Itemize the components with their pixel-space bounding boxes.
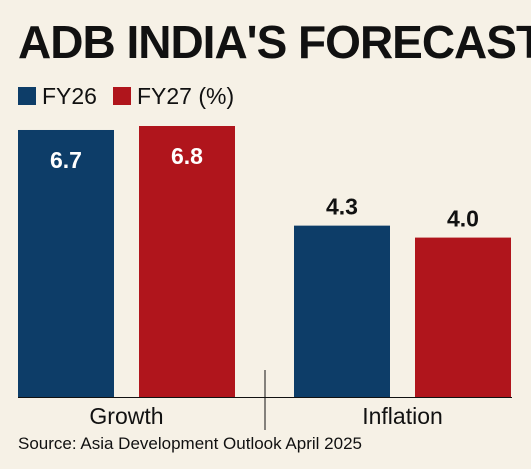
legend: FY26 FY27 (%) [18, 82, 250, 110]
data-label-growth-fy26: 6.7 [50, 147, 82, 173]
bar-chart: 6.7 6.8 Growth 4.3 4.0 Inflation [18, 126, 512, 430]
bar-growth-fy26 [18, 129, 114, 397]
data-label-inflation-fy27: 4.0 [447, 206, 479, 232]
bar-inflation-fy26 [294, 225, 390, 397]
legend-swatch-fy27 [112, 87, 131, 105]
bar-growth-fy27 [139, 126, 235, 397]
data-label-growth-fy27: 6.8 [171, 143, 203, 169]
category-label-inflation: Inflation [362, 403, 443, 429]
legend-swatch-fy26 [18, 87, 36, 105]
source-note: Source: Asia Development Outlook April 2… [18, 434, 362, 453]
chart-title: ADB INDIA'S FORECAST [18, 16, 531, 68]
data-label-inflation-fy26: 4.3 [326, 194, 358, 220]
legend-item-fy26: FY26 [18, 83, 97, 110]
legend-item-fy27: FY27 (%) [112, 82, 235, 110]
category-label-growth: Growth [89, 403, 163, 429]
legend-label-fy26: FY26 [42, 82, 97, 109]
legend-label-fy27: FY27 (%) [136, 82, 235, 109]
bar-inflation-fy27 [415, 237, 511, 397]
